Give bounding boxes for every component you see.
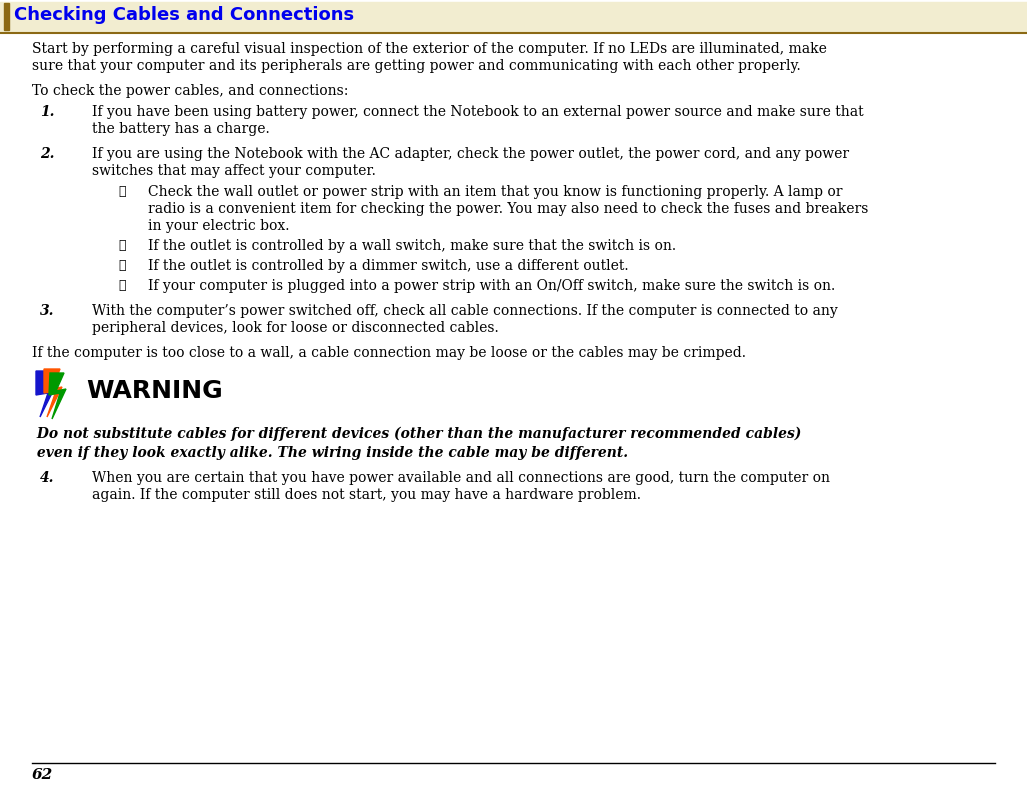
Text: 3.: 3. <box>40 304 54 318</box>
Text: sure that your computer and its peripherals are getting power and communicating : sure that your computer and its peripher… <box>32 59 801 73</box>
Bar <box>4 3 9 30</box>
Text: peripheral devices, look for loose or disconnected cables.: peripheral devices, look for loose or di… <box>92 321 499 335</box>
Text: If the computer is too close to a wall, a cable connection may be loose or the c: If the computer is too close to a wall, … <box>32 346 746 360</box>
Text: To check the power cables, and connections:: To check the power cables, and connectio… <box>32 84 348 98</box>
Text: With the computer’s power switched off, check all cable connections. If the comp: With the computer’s power switched off, … <box>92 304 838 318</box>
Text: If the outlet is controlled by a wall switch, make sure that the switch is on.: If the outlet is controlled by a wall sw… <box>148 239 676 253</box>
Text: If you are using the Notebook with the AC adapter, check the power outlet, the p: If you are using the Notebook with the A… <box>92 147 849 161</box>
Text: even if they look exactly alike. The wiring inside the cable may be different.: even if they look exactly alike. The wir… <box>32 446 629 460</box>
Bar <box>0 2 1027 32</box>
Text: switches that may affect your computer.: switches that may affect your computer. <box>92 164 376 178</box>
Text: Check the wall outlet or power strip with an item that you know is functioning p: Check the wall outlet or power strip wit… <box>148 185 842 199</box>
Text: ➤: ➤ <box>118 239 125 252</box>
Text: the battery has a charge.: the battery has a charge. <box>92 122 270 136</box>
Text: ➤: ➤ <box>118 259 125 272</box>
Text: WARNING: WARNING <box>86 379 223 403</box>
Text: Do not substitute cables for different devices (other than the manufacturer reco: Do not substitute cables for different d… <box>32 427 801 441</box>
Text: If the outlet is controlled by a dimmer switch, use a different outlet.: If the outlet is controlled by a dimmer … <box>148 259 629 273</box>
Text: 4.: 4. <box>40 471 54 485</box>
Polygon shape <box>36 371 54 417</box>
Text: again. If the computer still does not start, you may have a hardware problem.: again. If the computer still does not st… <box>92 488 641 502</box>
Text: ➤: ➤ <box>118 279 125 292</box>
Text: If you have been using battery power, connect the Notebook to an external power : If you have been using battery power, co… <box>92 105 864 119</box>
Text: If your computer is plugged into a power strip with an On/Off switch, make sure : If your computer is plugged into a power… <box>148 279 835 293</box>
Text: radio is a convenient item for checking the power. You may also need to check th: radio is a convenient item for checking … <box>148 202 869 216</box>
Polygon shape <box>49 373 66 419</box>
Text: 1.: 1. <box>40 105 54 119</box>
Text: 62: 62 <box>32 768 53 782</box>
Text: ➤: ➤ <box>118 185 125 198</box>
Polygon shape <box>44 369 62 417</box>
Text: When you are certain that you have power available and all connections are good,: When you are certain that you have power… <box>92 471 830 485</box>
Text: in your electric box.: in your electric box. <box>148 219 290 233</box>
Text: Start by performing a careful visual inspection of the exterior of the computer.: Start by performing a careful visual ins… <box>32 42 827 56</box>
Text: 2.: 2. <box>40 147 54 161</box>
Text: Checking Cables and Connections: Checking Cables and Connections <box>14 6 354 24</box>
